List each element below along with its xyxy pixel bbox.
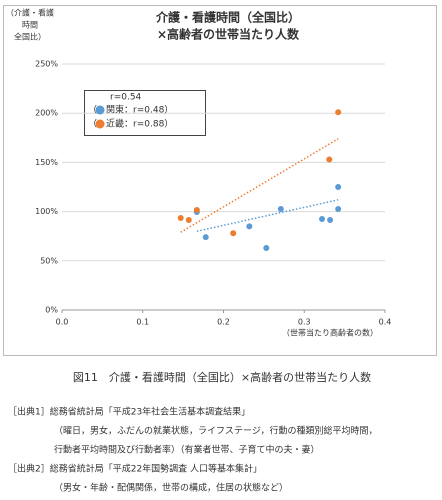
x-tick-label: 0.3 xyxy=(298,318,311,327)
legend-prefix: （ xyxy=(88,105,97,116)
data-point xyxy=(335,206,342,213)
data-point xyxy=(230,230,237,237)
data-point xyxy=(326,156,333,163)
legend-marker xyxy=(95,119,105,129)
legend-suffix: ：r=0.88） xyxy=(124,119,173,130)
x-tick-label: 0.0 xyxy=(56,318,69,327)
y-tick-label: 0% xyxy=(45,306,58,315)
y-tick-label: 200% xyxy=(35,109,58,118)
source-line: 行動者平均時間及び行動者率）（有業者世帯、子育て中の夫・妻） xyxy=(54,444,320,456)
y-axis-label: （介護・看護 xyxy=(6,8,54,18)
chart-border xyxy=(3,5,437,356)
data-point xyxy=(319,215,326,222)
legend-r: r=0.54 xyxy=(110,93,142,103)
legend-label: 関東 xyxy=(106,104,124,116)
legend-label: 近畿 xyxy=(106,118,124,130)
data-point xyxy=(277,206,284,213)
figure-caption: 図11 介護・看護時間（全国比）×高齢者の世帯当たり人数 xyxy=(73,370,371,384)
data-point xyxy=(246,223,253,230)
chart-title: 介護・看護時間（全国比） xyxy=(155,10,300,25)
x-tick-label: 0.1 xyxy=(136,318,149,327)
chart-title: ×高齢者の世帯当たり人数 xyxy=(157,27,300,42)
data-point xyxy=(263,245,270,252)
data-point xyxy=(177,214,184,221)
source-line: ［出典2］総務省統計局「平成22年国勢調査 人口等基本集計」 xyxy=(8,463,262,475)
y-tick-label: 250% xyxy=(35,60,58,69)
legend-suffix: ：r=0.48） xyxy=(124,105,173,116)
data-point xyxy=(202,234,209,241)
y-tick-label: 150% xyxy=(35,158,58,167)
x-tick-label: 0.4 xyxy=(379,318,392,327)
legend-marker xyxy=(95,105,105,115)
y-axis-label: 時間 xyxy=(22,21,38,30)
source-line: ［出典1］総務省統計局「平成23年社会生活基本調査結果」 xyxy=(8,406,250,418)
trend-line xyxy=(180,138,339,233)
source-line: （曜日，男女，ふだんの就業状態，ライフステージ，行動の種類別総平均時間， xyxy=(54,425,378,437)
data-point xyxy=(193,207,200,214)
source-line: （男女・年齢・配偶関係，世帯の構成，住居の状態など） xyxy=(54,482,288,494)
y-tick-label: 100% xyxy=(35,207,58,216)
data-point xyxy=(185,216,192,223)
data-point xyxy=(335,184,342,190)
data-point xyxy=(327,216,334,223)
y-axis-label: 全国比） xyxy=(14,32,46,42)
legend-prefix: （ xyxy=(88,119,97,130)
x-tick-label: 0.2 xyxy=(217,318,230,327)
y-tick-label: 50% xyxy=(40,256,58,265)
x-axis-label: （世帯当たり高齢者の数） xyxy=(282,328,378,338)
data-point xyxy=(335,109,342,116)
